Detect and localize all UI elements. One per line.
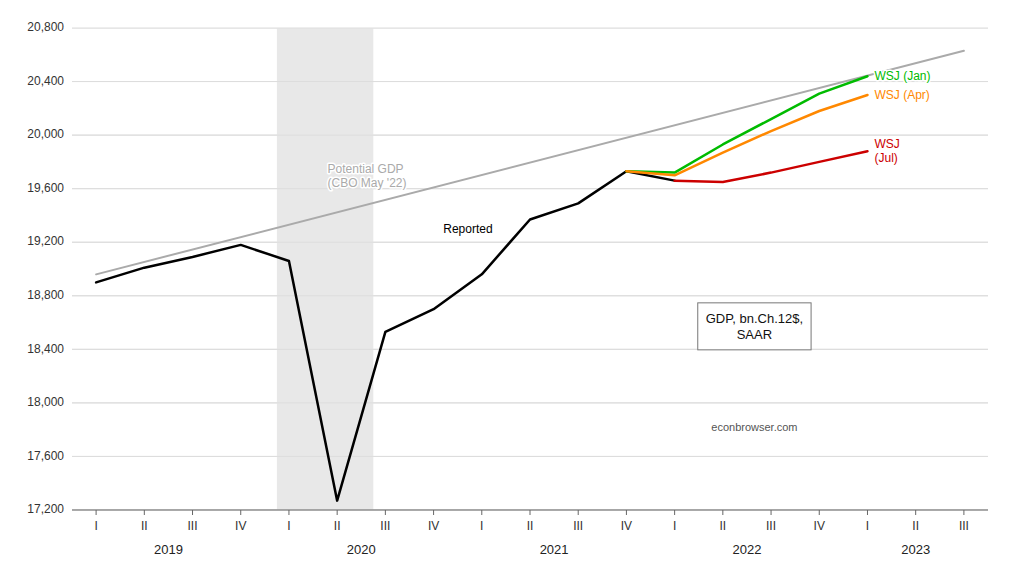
series-line: [96, 51, 964, 275]
x-tick: [722, 510, 723, 515]
x-tick: [626, 510, 627, 515]
grid-line: [72, 242, 988, 243]
chart: 17,200 17,600 18,000 18,400 18,800 19,200 19,6…: [0, 0, 1024, 588]
x-tick: [481, 510, 482, 515]
series-line: [96, 171, 675, 500]
x-tick-label: III: [766, 519, 776, 533]
x-tick-label: I: [94, 519, 97, 533]
grid-line: [72, 402, 988, 403]
x-tick: [240, 510, 241, 515]
x-tick-label: III: [959, 519, 969, 533]
series-labels: Potential GDP(CBO May '22) Reported WSJ (J…: [328, 69, 931, 236]
grid-line: [72, 188, 988, 189]
x-tick-label: II: [334, 519, 341, 533]
grid-line: [72, 28, 988, 29]
year-label: 2021: [540, 542, 569, 557]
x-tick-label: III: [188, 519, 198, 533]
series-line: [626, 95, 867, 175]
y-tick-label: 19,200: [27, 234, 64, 248]
x-tick-label: III: [573, 519, 583, 533]
grid-line: [72, 510, 988, 511]
x-tick: [144, 510, 145, 515]
x-tick: [578, 510, 579, 515]
x-tick-label: IV: [428, 519, 439, 533]
source-text: econbrowser.com: [711, 421, 797, 433]
grid-line: [72, 456, 988, 457]
x-tick-label: IV: [235, 519, 246, 533]
grid-line: [72, 295, 988, 296]
series-label: Potential GDP(CBO May '22): [328, 162, 407, 190]
grid-line: [72, 135, 988, 136]
x-tick: [915, 510, 916, 515]
x-tick: [288, 510, 289, 515]
y-tick-label: 17,600: [27, 449, 64, 463]
x-tick: [96, 510, 97, 515]
plot-area: [72, 28, 988, 510]
x-axis: IIIIIIIVIIIIIIIVIIIIIIIVIIIIIIIVIIIIII20…: [72, 510, 988, 557]
x-tick-label: I: [673, 519, 676, 533]
grid-line: [72, 28, 988, 29]
x-tick: [337, 510, 338, 515]
x-tick: [530, 510, 531, 515]
y-axis: 17,200 17,600 18,000 18,400 18,800 19,200 19,6…: [27, 20, 988, 516]
grid-line: [72, 402, 988, 403]
y-tick-label: 20,400: [27, 74, 64, 88]
y-tick-label: 18,800: [27, 288, 64, 302]
x-tick-label: II: [141, 519, 148, 533]
x-tick: [192, 510, 193, 515]
x-tick-label: I: [866, 519, 869, 533]
x-tick: [433, 510, 434, 515]
series-label: WSJ (Jan): [874, 69, 930, 83]
x-tick: [963, 510, 964, 515]
x-tick-label: I: [480, 519, 483, 533]
y-tick-label: 17,200: [27, 502, 64, 516]
y-tick-label: 19,600: [27, 181, 64, 195]
x-tick-label: IV: [814, 519, 825, 533]
x-tick: [674, 510, 675, 515]
x-tick: [867, 510, 868, 515]
grid-line: [72, 349, 988, 350]
grid-line: [72, 242, 988, 243]
series-label: WSJ (Apr): [874, 88, 929, 102]
y-tick-label: 20,800: [27, 20, 64, 34]
year-label: 2020: [347, 542, 376, 557]
x-tick-label: I: [287, 519, 290, 533]
grid-line: [72, 456, 988, 457]
grid-line: [72, 135, 988, 136]
x-tick: [819, 510, 820, 515]
note-frame: [698, 303, 811, 350]
grid-line: [72, 295, 988, 296]
x-tick-label: III: [380, 519, 390, 533]
grid-line: [72, 188, 988, 189]
x-tick: [385, 510, 386, 515]
y-tick-label: 20,000: [27, 127, 64, 141]
x-tick-label: IV: [621, 519, 632, 533]
year-label: 2019: [154, 542, 183, 557]
x-tick-label: II: [527, 519, 534, 533]
x-tick-label: II: [912, 519, 919, 533]
series-label: WSJ(Jul): [874, 137, 899, 165]
year-label: 2022: [732, 542, 761, 557]
x-tick-label: II: [720, 519, 727, 533]
note-text: GDP, bn.Ch.12$,SAAR: [706, 311, 803, 342]
year-label: 2023: [901, 542, 930, 557]
note-box: GDP, bn.Ch.12$,SAAR: [698, 303, 811, 350]
y-tick-label: 18,000: [27, 395, 64, 409]
grid-line: [72, 349, 988, 350]
series-label: Reported: [443, 222, 492, 236]
series-line: [675, 151, 868, 182]
y-tick-label: 18,400: [27, 342, 64, 356]
x-tick: [771, 510, 772, 515]
